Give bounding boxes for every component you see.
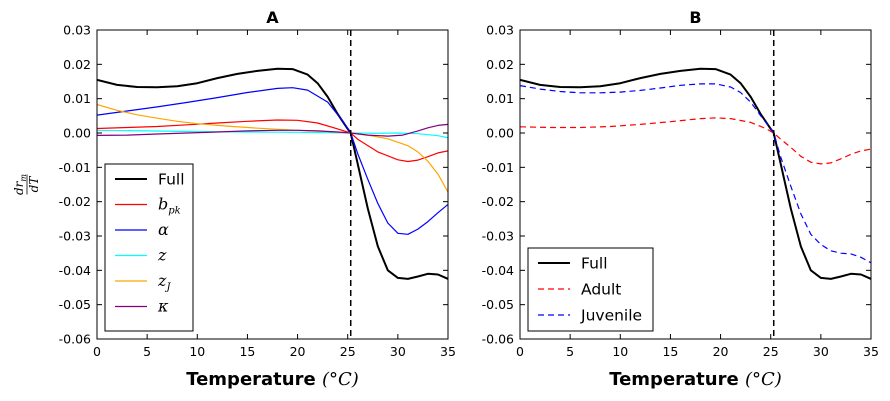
y-tick-label: 0.00: [63, 126, 91, 141]
x-axis-label: Temperature (°C): [609, 369, 782, 390]
x-tick-label: 25: [340, 344, 356, 359]
y-tick-label: -0.02: [482, 194, 514, 209]
y-tick-label: -0.06: [482, 332, 514, 347]
x-tick-label: 20: [290, 344, 306, 359]
x-tick-label: 20: [713, 344, 729, 359]
y-tick-label: -0.05: [482, 297, 514, 312]
legend-label: Full: [158, 171, 185, 189]
y-tick-label: -0.06: [59, 332, 91, 347]
legend-label-subscript: pk: [168, 206, 180, 217]
legend-label: α: [158, 220, 169, 239]
series-line-b_pk: [97, 119, 448, 163]
x-axis-label-text: Temperature: [186, 369, 322, 390]
series-group: [97, 67, 448, 280]
x-tick-label: 0: [93, 344, 101, 359]
series-line-Full: [520, 67, 871, 280]
legend: Full Adult Juvenile: [527, 247, 654, 332]
x-tick-label: 0: [516, 344, 524, 359]
y-tick-label: 0.02: [486, 57, 514, 72]
x-tick-label: 10: [189, 344, 205, 359]
series-line-α: [97, 87, 448, 235]
legend-label: Full: [581, 255, 608, 273]
x-tick-label: 15: [239, 344, 255, 359]
y-tick-label: -0.05: [59, 297, 91, 312]
x-tick-label: 35: [440, 344, 456, 359]
series-line-κ: [97, 123, 448, 137]
y-tick-label: -0.01: [59, 160, 91, 175]
series-line-Adult: [520, 117, 871, 165]
y-tick-label: 0.01: [486, 91, 514, 106]
panel-title: B: [689, 8, 701, 27]
x-axis-label-unit: (°C): [745, 369, 782, 390]
y-tick-label: 0.00: [486, 126, 514, 141]
y-tick-label: -0.02: [59, 194, 91, 209]
x-tick-label: 35: [863, 344, 879, 359]
y-axis-label-subscript: m: [19, 174, 28, 182]
legend-label: κ: [157, 297, 169, 316]
y-tick-label: -0.04: [59, 263, 91, 278]
x-axis-label-text: Temperature: [609, 369, 745, 390]
panel-A: 0 5 10 15 20 25 30 35 -0.06 -0.05 -0.04 -0.03 -0.02 -…: [12, 8, 456, 390]
legend-label-subscript: J: [164, 282, 171, 293]
axes-frame: [96, 29, 449, 340]
y-tick-label: -0.03: [59, 229, 91, 244]
x-tick-label: 30: [390, 344, 406, 359]
x-tick-label: 30: [813, 344, 829, 359]
x-tick-label: 5: [566, 344, 574, 359]
y-tick-label: 0.03: [486, 23, 514, 38]
y-tick-label: -0.03: [482, 229, 514, 244]
y-tick-label: 0.03: [63, 23, 91, 38]
y-axis-label-denominator: dT: [27, 176, 41, 193]
y-tick-label: 0.01: [63, 91, 91, 106]
legend-box: [104, 163, 194, 332]
series-group: [520, 67, 871, 280]
panels: 0 5 10 15 20 25 30 35 -0.06 -0.05 -0.04 -0.03 -0.02 -…: [12, 8, 879, 390]
legend-label: z: [157, 246, 167, 265]
x-tick-label: 15: [662, 344, 678, 359]
legend-label: Adult: [581, 281, 621, 299]
panel-B: 0 5 10 15 20 25 30 35 -0.06 -0.05 -0.04 -0.03 -0.02 -…: [482, 8, 879, 390]
y-tick-label: 0.02: [63, 57, 91, 72]
y-tick-label: -0.04: [482, 263, 514, 278]
x-tick-label: 25: [763, 344, 779, 359]
panel-title: A: [266, 8, 279, 27]
x-axis-label-unit: (°C): [322, 369, 359, 390]
series-line-Full: [97, 67, 448, 280]
axes-frame: [519, 29, 872, 340]
legend-box: [527, 247, 654, 332]
y-tick-label: -0.01: [482, 160, 514, 175]
x-tick-label: 10: [612, 344, 628, 359]
legend-label: Juvenile: [580, 307, 642, 325]
x-tick-label: 5: [143, 344, 151, 359]
x-axis-label: Temperature (°C): [186, 369, 359, 390]
